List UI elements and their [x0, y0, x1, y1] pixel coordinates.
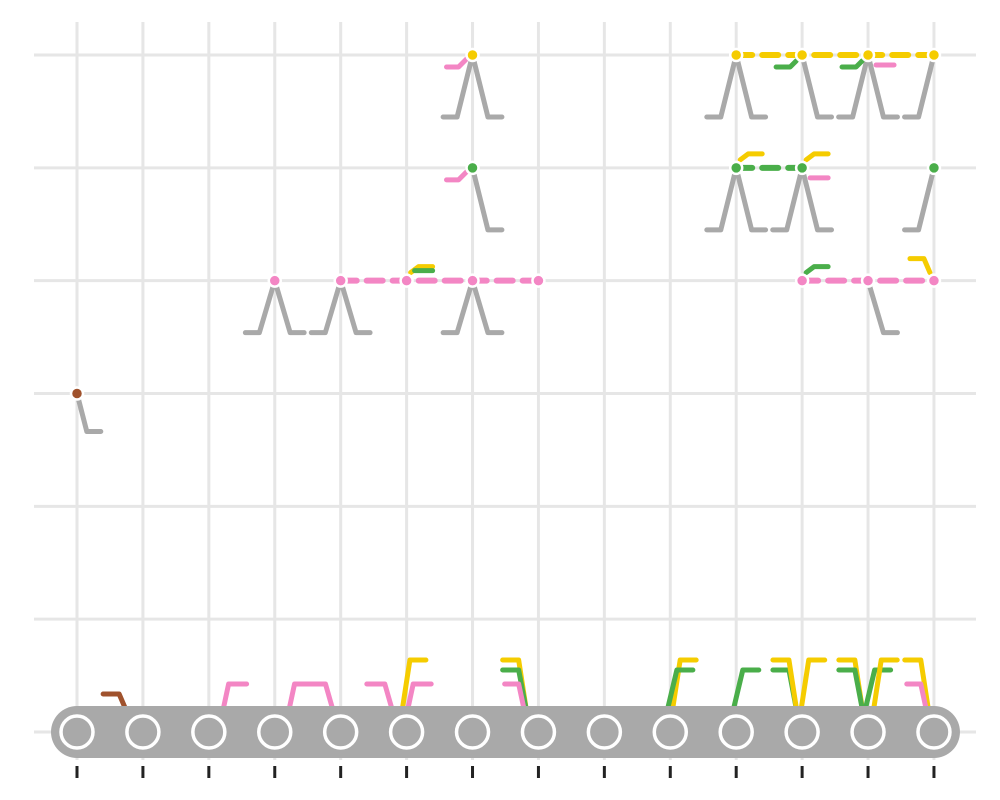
conveyor-roller: [586, 714, 623, 750]
marker-green: [862, 667, 894, 715]
strut-right: [865, 278, 900, 336]
nodes: [69, 47, 942, 401]
node-pink: [926, 273, 942, 288]
strut-right: [470, 52, 505, 120]
node-pink: [399, 273, 414, 288]
strut-left: [836, 52, 871, 120]
node-pink: [794, 273, 810, 288]
conveyor-roller: [520, 714, 557, 750]
strut-right: [74, 391, 104, 435]
hook-green: [773, 58, 799, 70]
node-pink: [267, 273, 283, 288]
strut-left: [242, 278, 278, 336]
strut-left: [902, 52, 937, 120]
conveyor-roller: [916, 714, 952, 750]
strut-left: [704, 165, 739, 233]
strut-right: [272, 278, 307, 336]
hook-yellow: [803, 151, 831, 163]
conveyor-roller: [125, 714, 161, 750]
strut-right: [799, 52, 835, 120]
strut-right: [799, 165, 835, 233]
strut-left: [440, 278, 476, 336]
hook-pink: [444, 56, 470, 70]
marker-green: [730, 667, 762, 715]
node-green: [926, 160, 942, 176]
node-yellow: [860, 47, 876, 63]
strut-right: [470, 165, 505, 233]
marker-pink: [304, 681, 336, 715]
node-pink: [333, 273, 348, 288]
hook-yellow: [737, 151, 765, 163]
strut-left: [440, 52, 476, 120]
strut-left: [308, 278, 344, 336]
strut-right: [470, 278, 505, 336]
node-pink: [860, 273, 876, 288]
conveyor-roller: [454, 714, 491, 750]
strut-right: [338, 278, 373, 336]
marker-brown: [100, 691, 128, 711]
conveyor-roller: [718, 714, 754, 750]
marker-pink: [220, 681, 250, 715]
strut-left: [770, 165, 805, 233]
marker-yellow: [902, 657, 932, 715]
conveyor-roller: [322, 714, 359, 750]
conveyor-roller: [652, 714, 689, 750]
node-yellow: [794, 47, 810, 63]
conveyor-roller: [191, 714, 227, 750]
marker-green: [836, 667, 866, 715]
node-pink: [465, 273, 480, 288]
conveyor-body: [51, 706, 960, 758]
hook-pink: [444, 169, 470, 183]
hook-green: [839, 58, 865, 70]
node-yellow: [926, 47, 942, 63]
marker-pink: [502, 681, 528, 715]
colored-hooks: [408, 56, 933, 276]
strut-right: [733, 165, 769, 233]
hook-yellow: [907, 256, 933, 276]
conveyor-belt: [51, 706, 960, 758]
strut-right: [865, 52, 900, 120]
x-axis-ticks: [75, 766, 936, 778]
marker-yellow: [399, 657, 429, 715]
strut-left: [704, 52, 739, 120]
conveyor-roller: [784, 714, 820, 750]
hook-green: [803, 264, 831, 276]
conveyor-roller: [257, 714, 293, 750]
node-green: [465, 160, 480, 176]
conveyor-roller: [59, 714, 95, 750]
conveyor-roller: [850, 714, 886, 750]
strut-left: [902, 165, 937, 233]
node-brown: [69, 386, 85, 401]
gray-struts: [74, 52, 937, 435]
node-yellow: [728, 47, 744, 63]
marker-yellow: [770, 657, 800, 715]
marker-yellow: [798, 657, 828, 715]
marker-pink: [364, 681, 396, 715]
strut-right: [733, 52, 769, 120]
node-pink: [531, 273, 546, 288]
marker-pink: [404, 681, 434, 715]
conveyor-roller: [388, 714, 425, 750]
node-yellow: [465, 47, 480, 63]
grid: [34, 22, 976, 760]
node-green: [794, 160, 810, 176]
marker-yellow: [669, 657, 699, 715]
bottom-markers: [100, 657, 932, 715]
marker-yellow: [870, 657, 900, 715]
marker-green: [664, 667, 696, 715]
marker-pink: [904, 681, 930, 715]
node-green: [728, 160, 744, 176]
